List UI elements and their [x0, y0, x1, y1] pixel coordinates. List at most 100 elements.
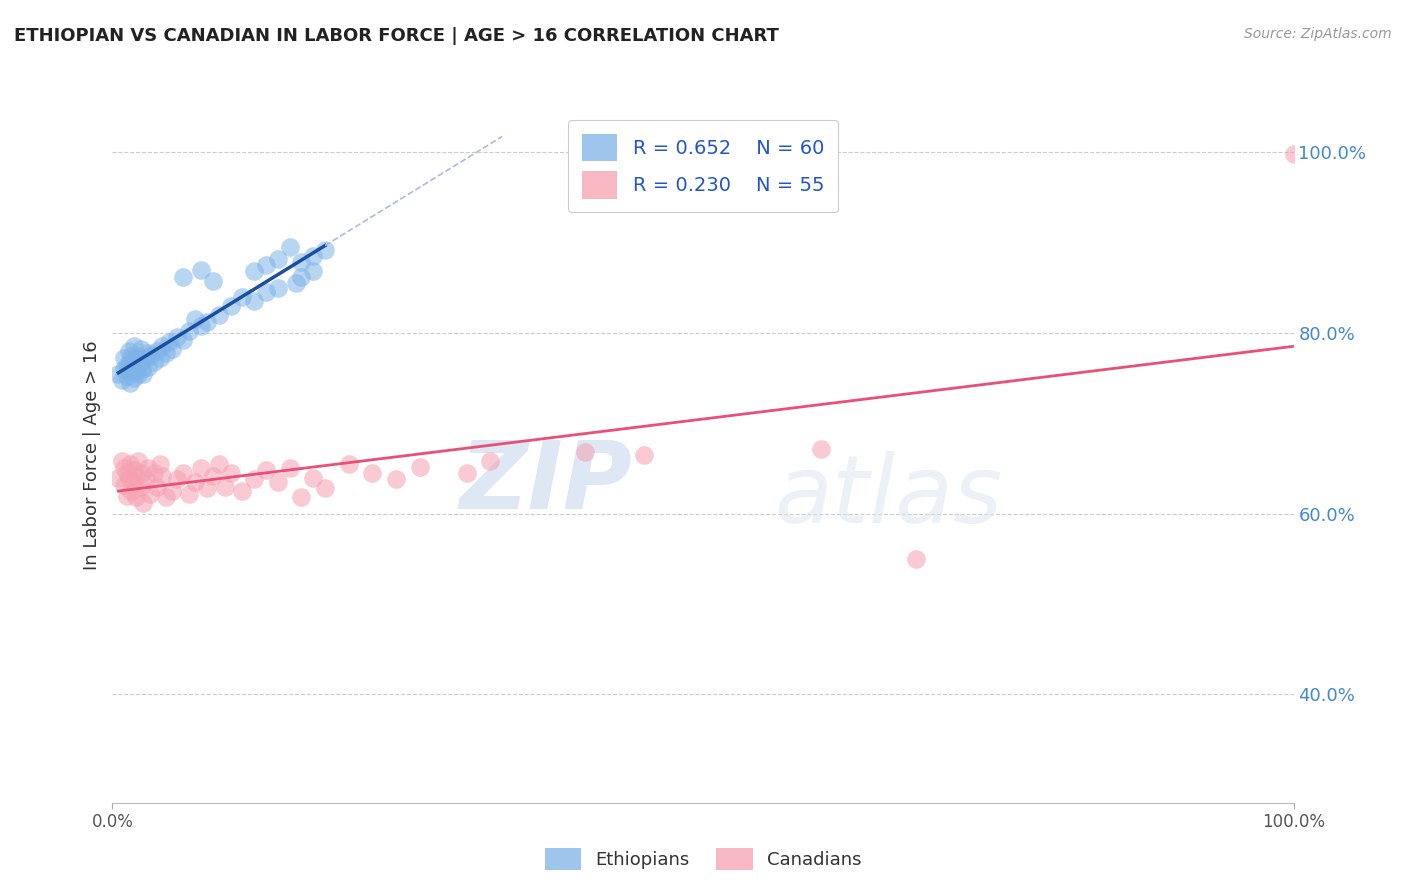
Point [157, 334, 180, 349]
Point [201, 273, 224, 287]
Point [125, 362, 148, 376]
Text: Source: ZipAtlas.com: Source: ZipAtlas.com [1244, 27, 1392, 41]
Point [139, 349, 162, 363]
Point [190, 262, 212, 277]
Point [267, 281, 290, 295]
Point [160, 484, 183, 499]
Point [146, 479, 169, 493]
Point [172, 269, 194, 284]
Point [139, 487, 162, 501]
Point [112, 461, 135, 475]
Point [131, 466, 153, 480]
Point [267, 252, 290, 266]
Point [136, 360, 159, 375]
Point [190, 461, 212, 475]
Point [337, 457, 360, 471]
Point [208, 457, 231, 471]
Point [201, 468, 224, 483]
Point [115, 466, 138, 480]
Point [219, 466, 242, 480]
Point [278, 240, 301, 254]
Point [456, 466, 478, 480]
Point [214, 479, 236, 493]
Text: ZIP: ZIP [460, 437, 633, 529]
Point [111, 373, 134, 387]
Point [278, 461, 301, 475]
Point [254, 258, 277, 272]
Point [219, 299, 242, 313]
Point [120, 360, 142, 375]
Point [122, 353, 145, 368]
Point [208, 308, 231, 322]
Point [112, 477, 135, 491]
Point [243, 472, 266, 486]
Point [172, 466, 194, 480]
Point [127, 349, 149, 363]
Point [131, 362, 153, 376]
Point [195, 481, 218, 495]
Point [122, 475, 145, 489]
Point [122, 463, 145, 477]
Point [166, 472, 188, 486]
Point [904, 551, 927, 566]
Point [150, 339, 173, 353]
Point [125, 351, 148, 366]
Point [302, 249, 325, 263]
Point [254, 285, 277, 300]
Point [385, 472, 408, 486]
Point [195, 315, 218, 329]
Point [1282, 147, 1305, 161]
Point [142, 466, 165, 480]
Point [231, 290, 253, 304]
Point [231, 484, 253, 499]
Point [179, 324, 201, 338]
Point [135, 472, 157, 486]
Point [290, 255, 312, 269]
Legend: Ethiopians, Canadians: Ethiopians, Canadians [537, 841, 869, 877]
Point [136, 461, 159, 475]
Point [149, 351, 172, 366]
Point [810, 442, 832, 456]
Point [243, 264, 266, 278]
Point [254, 463, 277, 477]
Point [166, 330, 188, 344]
Point [155, 491, 177, 505]
Point [290, 269, 312, 284]
Point [135, 351, 157, 366]
Point [243, 294, 266, 309]
Text: atlas: atlas [773, 451, 1002, 542]
Point [361, 466, 384, 480]
Point [118, 472, 141, 486]
Point [122, 371, 145, 385]
Point [107, 470, 129, 484]
Y-axis label: In Labor Force | Age > 16: In Labor Force | Age > 16 [83, 340, 101, 570]
Point [160, 342, 183, 356]
Point [479, 454, 502, 468]
Point [302, 264, 325, 278]
Point [112, 351, 135, 366]
Point [574, 445, 596, 459]
Point [179, 487, 201, 501]
Text: ETHIOPIAN VS CANADIAN IN LABOR FORCE | AGE > 16 CORRELATION CHART: ETHIOPIAN VS CANADIAN IN LABOR FORCE | A… [14, 27, 779, 45]
Point [120, 376, 142, 390]
Point [120, 457, 142, 471]
Point [129, 355, 152, 369]
Point [118, 364, 141, 378]
Point [267, 475, 290, 489]
Point [314, 243, 336, 257]
Point [115, 369, 138, 384]
Point [125, 491, 148, 505]
Point [118, 344, 141, 359]
Point [150, 468, 173, 483]
Point [149, 457, 172, 471]
Point [172, 333, 194, 347]
Point [115, 358, 138, 372]
Point [314, 481, 336, 495]
Point [132, 496, 155, 510]
Point [184, 312, 207, 326]
Point [127, 367, 149, 381]
Point [408, 459, 430, 474]
Point [120, 349, 142, 363]
Point [633, 448, 655, 462]
Point [125, 364, 148, 378]
